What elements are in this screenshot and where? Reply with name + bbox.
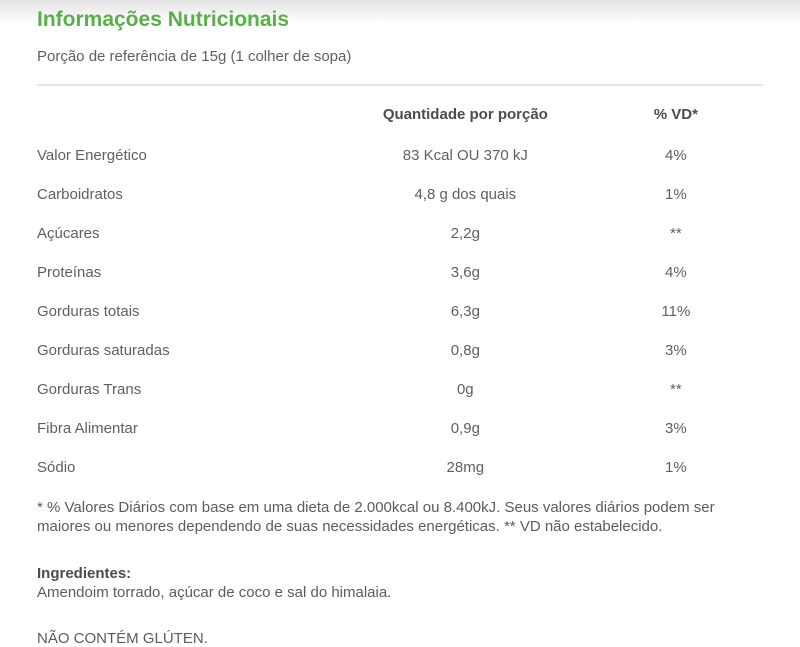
nutrient-amount: 28mg bbox=[446, 459, 485, 477]
nutrient-amount: 2,2g bbox=[450, 225, 480, 243]
table-row: Açúcares 2,2g ** bbox=[37, 214, 763, 253]
nutrient-dv: ** bbox=[670, 225, 682, 243]
nutrient-amount: 0,9g bbox=[450, 420, 480, 438]
nutrient-amount: 3,6g bbox=[450, 264, 480, 282]
ingredients-section: Ingredientes: Amendoim torrado, açúcar d… bbox=[37, 565, 763, 604]
table-row: Sódio 28mg 1% bbox=[37, 448, 763, 487]
ingredients-text: Amendoim torrado, açúcar de coco e sal d… bbox=[37, 584, 392, 602]
nutrient-label: Fibra Alimentar bbox=[37, 420, 138, 438]
nutrient-label: Gorduras saturadas bbox=[37, 342, 170, 360]
table-row: Gorduras Trans 0g ** bbox=[37, 370, 763, 409]
nutrient-label: Sódio bbox=[37, 459, 76, 477]
nutrient-dv: 1% bbox=[665, 459, 687, 477]
nutrient-label: Açúcares bbox=[37, 225, 100, 243]
nutrient-label: Gorduras totais bbox=[37, 303, 140, 321]
page-title: Informações Nutricionais bbox=[37, 8, 290, 31]
nutrient-dv: ** bbox=[670, 381, 682, 399]
nutrient-amount: 6,3g bbox=[450, 303, 480, 321]
nutrient-amount: 4,8 g dos quais bbox=[414, 186, 517, 204]
ingredients-label: Ingredientes: bbox=[37, 564, 132, 582]
divider bbox=[37, 84, 763, 87]
table-row: Valor Energético 83 Kcal OU 370 kJ 4% bbox=[37, 136, 763, 175]
nutrient-dv: 3% bbox=[665, 420, 687, 438]
table-row: Fibra Alimentar 0,9g 3% bbox=[37, 409, 763, 448]
table-header-row: Quantidade por porção % VD* bbox=[37, 86, 763, 136]
table-row: Proteínas 3,6g 4% bbox=[37, 253, 763, 292]
table-row: Gorduras saturadas 0,8g 3% bbox=[37, 331, 763, 370]
nutrient-dv: 4% bbox=[665, 264, 687, 282]
nutrient-dv: 11% bbox=[661, 303, 691, 321]
serving-info: Porção de referência de 15g (1 colher de… bbox=[37, 48, 352, 66]
table-row: Gorduras totais 6,3g 11% bbox=[37, 292, 763, 331]
nutrient-label: Gorduras Trans bbox=[37, 381, 142, 399]
nutrient-dv: 1% bbox=[665, 186, 687, 204]
nutrient-label: Proteínas bbox=[37, 264, 102, 282]
nutrient-amount: 0g bbox=[456, 381, 474, 399]
nutrient-amount: 0,8g bbox=[450, 342, 480, 360]
header-blank bbox=[37, 86, 342, 136]
daily-values-footnote: * % Valores Diários com base em uma diet… bbox=[37, 499, 715, 536]
nutrient-dv: 4% bbox=[665, 147, 687, 165]
nutrient-label: Carboidratos bbox=[37, 186, 123, 204]
table-row: Carboidratos 4,8 g dos quais 1% bbox=[37, 175, 763, 214]
nutrient-label: Valor Energético bbox=[37, 147, 147, 165]
header-daily-value: % VD* bbox=[653, 106, 698, 124]
nutrition-table: Quantidade por porção % VD* Valor Energé… bbox=[37, 86, 763, 487]
nutrient-amount: 83 Kcal OU 370 kJ bbox=[402, 147, 528, 165]
header-quantity-per-serving: Quantidade por porção bbox=[382, 106, 548, 124]
nutrient-dv: 3% bbox=[665, 342, 687, 360]
